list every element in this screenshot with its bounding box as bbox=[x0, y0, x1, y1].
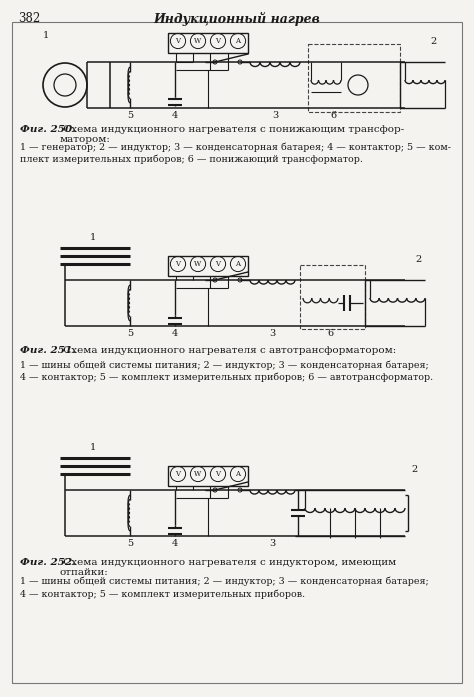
Text: 5: 5 bbox=[127, 539, 133, 548]
Text: 382: 382 bbox=[18, 12, 40, 25]
Text: 1: 1 bbox=[90, 233, 96, 242]
Text: Схема индукционного нагревателя с автотрансформатором:: Схема индукционного нагревателя с автотр… bbox=[60, 346, 396, 355]
Text: Фиг. 252.: Фиг. 252. bbox=[20, 558, 76, 567]
Text: 1 — шины общей системы питания; 2 — индуктор; 3 — конденсаторная батарея;
4 — ко: 1 — шины общей системы питания; 2 — инду… bbox=[20, 577, 429, 599]
Text: V: V bbox=[216, 37, 220, 45]
Text: Фиг. 251.: Фиг. 251. bbox=[20, 346, 76, 355]
Bar bbox=[168, 33, 248, 53]
Text: V: V bbox=[216, 470, 220, 478]
Text: 6: 6 bbox=[327, 329, 333, 338]
Text: Фиг. 250.: Фиг. 250. bbox=[20, 125, 76, 134]
Text: 3: 3 bbox=[269, 539, 275, 548]
Text: 1 — шины общей системы питания; 2 — индуктор; 3 — конденсаторная батарея;
4 — ко: 1 — шины общей системы питания; 2 — инду… bbox=[20, 360, 433, 383]
Text: 6: 6 bbox=[330, 111, 336, 120]
Text: A: A bbox=[236, 260, 240, 268]
Text: W: W bbox=[194, 470, 201, 478]
Text: 1 — генератор; 2 — индуктор; 3 — конденсаторная батарея; 4 — контактор; 5 — ком-: 1 — генератор; 2 — индуктор; 3 — конденс… bbox=[20, 142, 451, 164]
Text: 3: 3 bbox=[272, 111, 278, 120]
Text: V: V bbox=[175, 470, 181, 478]
Text: 3: 3 bbox=[269, 329, 275, 338]
Text: 2: 2 bbox=[415, 255, 421, 264]
Bar bbox=[168, 466, 248, 486]
Bar bbox=[168, 256, 248, 276]
Bar bbox=[300, 265, 365, 329]
Bar bbox=[308, 44, 400, 112]
Text: 4: 4 bbox=[172, 329, 178, 338]
Text: 5: 5 bbox=[127, 329, 133, 338]
Text: 1: 1 bbox=[43, 31, 49, 40]
Text: Индукционный нагрев: Индукционный нагрев bbox=[154, 12, 320, 26]
Text: 4: 4 bbox=[172, 539, 178, 548]
Text: V: V bbox=[175, 37, 181, 45]
Text: V: V bbox=[175, 260, 181, 268]
Text: Схема индукционного нагревателя с понижающим трансфор-
матором:: Схема индукционного нагревателя с понижа… bbox=[60, 125, 404, 144]
Text: Схема индукционного нагревателя с индуктором, имеющим
отпайки:: Схема индукционного нагревателя с индукт… bbox=[60, 558, 396, 577]
Text: A: A bbox=[236, 37, 240, 45]
Text: W: W bbox=[194, 37, 201, 45]
Text: 2: 2 bbox=[411, 465, 417, 474]
Text: 1: 1 bbox=[90, 443, 96, 452]
Text: 4: 4 bbox=[172, 111, 178, 120]
Text: A: A bbox=[236, 470, 240, 478]
Text: 2: 2 bbox=[430, 37, 436, 46]
Text: W: W bbox=[194, 260, 201, 268]
Text: V: V bbox=[216, 260, 220, 268]
Text: 5: 5 bbox=[127, 111, 133, 120]
